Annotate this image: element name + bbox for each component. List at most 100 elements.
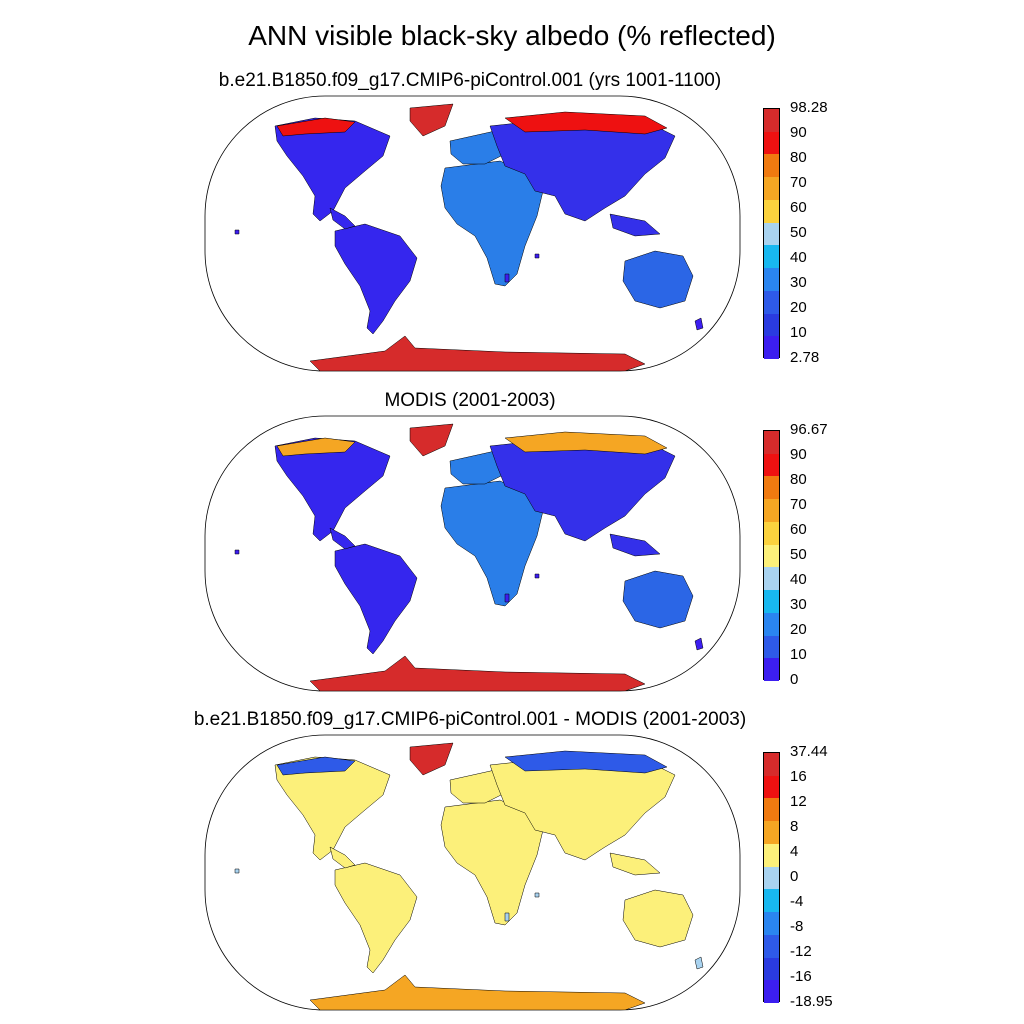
- colorbar-label: -18.95: [790, 993, 833, 1010]
- region-north-americas-2: [329, 846, 356, 869]
- colorbar-diff: 37.44 16 12 8 4 0 -4 -8 -12 -16 -18.95: [763, 744, 883, 1009]
- colorbar-label: -12: [790, 943, 812, 960]
- colorbar-segment: [764, 843, 779, 868]
- colorbar-segment: [764, 821, 779, 845]
- colorbar-label: 80: [790, 471, 807, 488]
- region-antarctica-0: [309, 335, 646, 371]
- colorbar-segment: [764, 268, 779, 292]
- colorbar-segment: [764, 313, 779, 337]
- region-north-americas-1: [334, 862, 418, 974]
- colorbar-segment: [764, 775, 779, 799]
- colorbar-segment: [764, 177, 779, 201]
- colorbar-segment: [764, 753, 779, 777]
- colorbar-label: 0: [790, 868, 799, 885]
- colorbar-segment: [764, 131, 779, 155]
- region-north-americas-1: [334, 223, 418, 335]
- region-arctic-0: [504, 111, 668, 135]
- region-islands-1: [534, 573, 540, 579]
- colorbar-label: 37.44: [790, 743, 828, 760]
- colorbar-label: 12: [790, 793, 807, 810]
- colorbar-label: 20: [790, 621, 807, 638]
- colorbar-label: 50: [790, 224, 807, 241]
- region-australia-0: [622, 570, 694, 629]
- colorbar-label: 90: [790, 446, 807, 463]
- region-islands-0: [504, 273, 510, 283]
- region-north-americas-2: [329, 527, 356, 550]
- colorbar-label: 70: [790, 174, 807, 191]
- panel-title-model: b.e21.B1850.f09_g17.CMIP6-piControl.001 …: [218, 70, 722, 91]
- colorbar-label: 60: [790, 199, 807, 216]
- colorbar-scale: [763, 752, 780, 1004]
- region-arctic-0: [504, 750, 668, 774]
- colorbar-segment: [764, 199, 779, 224]
- region-australia-0: [622, 250, 694, 309]
- colorbar-scale: [763, 430, 780, 682]
- colorbar-label: 10: [790, 324, 807, 341]
- colorbar-label: 40: [790, 249, 807, 266]
- colorbar-label: 20: [790, 299, 807, 316]
- region-north-americas-2: [329, 207, 356, 230]
- colorbar-segment: [764, 476, 779, 500]
- colorbar-label: 0: [790, 671, 799, 688]
- colorbar-segment: [764, 154, 779, 178]
- region-islands-2: [694, 956, 704, 970]
- colorbar-label: 60: [790, 521, 807, 538]
- map-model: [204, 95, 741, 372]
- region-arctic-1: [276, 117, 356, 137]
- region-islands-3: [234, 868, 240, 874]
- colorbar-label: -8: [790, 918, 804, 935]
- colorbar-segment: [764, 109, 779, 133]
- colorbar-segment: [764, 521, 779, 546]
- colorbar-label: 90: [790, 124, 807, 141]
- region-asia-1: [609, 213, 661, 237]
- colorbar-segment: [764, 612, 779, 637]
- colorbar-scale: [763, 108, 780, 360]
- colorbar-segment: [764, 980, 779, 1004]
- region-greenland-0: [409, 423, 454, 457]
- map-obs: [204, 415, 741, 692]
- region-arctic-1: [276, 756, 356, 776]
- colorbar-label: 2.78: [790, 349, 820, 366]
- colorbar-label: 96.67: [790, 421, 828, 438]
- map-diff: [204, 734, 741, 1011]
- region-asia-1: [609, 533, 661, 557]
- region-asia-1: [609, 852, 661, 876]
- colorbar-segment: [764, 567, 779, 591]
- region-antarctica-0: [309, 655, 646, 691]
- colorbar-segment: [764, 544, 779, 568]
- colorbar-label: 98.28: [790, 99, 828, 116]
- colorbar-label: 8: [790, 818, 799, 835]
- colorbar-segment: [764, 934, 779, 959]
- region-islands-3: [234, 549, 240, 555]
- colorbar-segment: [764, 590, 779, 614]
- region-islands-1: [534, 253, 540, 259]
- colorbar-segment: [764, 336, 779, 360]
- colorbar-segment: [764, 499, 779, 523]
- region-islands-2: [694, 637, 704, 651]
- panel-title-obs: MODIS (2001-2003): [384, 390, 556, 411]
- region-islands-0: [504, 912, 510, 922]
- colorbar-obs: 96.67 90 80 70 60 50 40 30 20 10 0: [763, 422, 883, 687]
- region-greenland-0: [409, 103, 454, 137]
- region-australia-0: [622, 889, 694, 948]
- colorbar-segment: [764, 866, 779, 890]
- colorbar-label: 4: [790, 843, 799, 860]
- colorbar-segment: [764, 658, 779, 682]
- panel-title-diff: b.e21.B1850.f09_g17.CMIP6-piControl.001 …: [193, 709, 747, 730]
- colorbar-label: 30: [790, 274, 807, 291]
- colorbar-label: 40: [790, 571, 807, 588]
- region-arctic-0: [504, 431, 668, 455]
- main-title: ANN visible black-sky albedo (% reflecte…: [248, 20, 776, 51]
- colorbar-segment: [764, 798, 779, 822]
- colorbar-segment: [764, 635, 779, 659]
- colorbar-label: 50: [790, 546, 807, 563]
- colorbar-label: 30: [790, 596, 807, 613]
- colorbar-label: -16: [790, 968, 812, 985]
- region-islands-0: [504, 593, 510, 603]
- colorbar-segment: [764, 453, 779, 477]
- colorbar-label: 80: [790, 149, 807, 166]
- colorbar-label: -4: [790, 893, 804, 910]
- colorbar-model: 98.28 90 80 70 60 50 40 30 20 10 2.78: [763, 100, 883, 365]
- region-antarctica-0: [309, 974, 646, 1010]
- region-islands-3: [234, 229, 240, 235]
